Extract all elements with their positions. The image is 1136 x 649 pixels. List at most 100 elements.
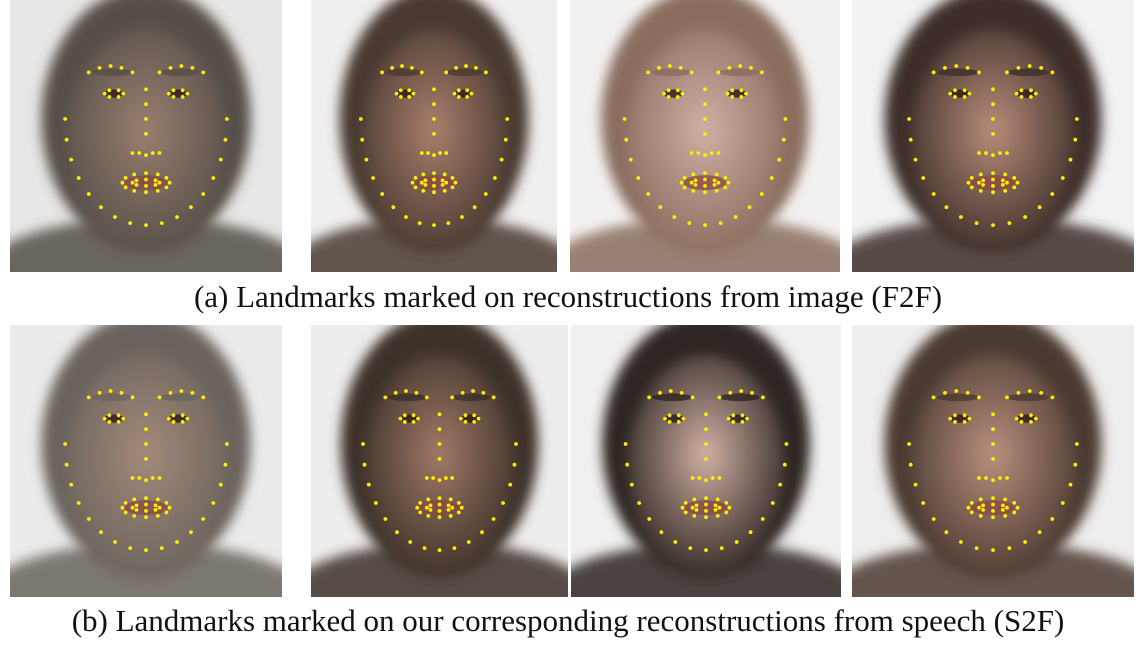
landmark-dot bbox=[1003, 189, 1008, 193]
landmark-dot bbox=[448, 497, 453, 502]
landmark-dot bbox=[64, 462, 69, 467]
landmark-dot bbox=[201, 70, 206, 75]
landmark-dot bbox=[402, 413, 407, 418]
landmark-dot bbox=[647, 517, 652, 521]
landmark-dot bbox=[1060, 501, 1065, 505]
landmark-dot bbox=[690, 505, 695, 510]
landmark-dot bbox=[86, 70, 91, 75]
face-reconstruction bbox=[10, 325, 282, 597]
landmark-dot bbox=[991, 184, 995, 188]
landmark-dot bbox=[931, 395, 936, 400]
landmark-dot bbox=[423, 183, 428, 187]
landmark-dot bbox=[1005, 505, 1009, 510]
landmark-dot bbox=[668, 389, 673, 393]
landmark-dot bbox=[432, 190, 436, 195]
landmark-dot bbox=[153, 178, 158, 183]
landmark-dot bbox=[984, 476, 988, 480]
landmark-dot bbox=[97, 391, 102, 395]
landmark-dot bbox=[690, 476, 695, 480]
landmark-dot bbox=[681, 416, 686, 421]
landmark-dot bbox=[704, 442, 708, 446]
landmark-dot bbox=[907, 117, 911, 121]
landmark-dot bbox=[410, 66, 414, 70]
landmark-dot bbox=[437, 427, 442, 432]
landmark-dot bbox=[407, 95, 412, 99]
landmark-dot bbox=[134, 183, 139, 187]
landmark-dot bbox=[123, 176, 128, 180]
landmark-dot bbox=[411, 91, 416, 96]
landmark-dot bbox=[978, 514, 983, 518]
landmark-dot bbox=[130, 505, 135, 510]
landmark-dot bbox=[437, 496, 442, 500]
landmark-dot bbox=[63, 117, 67, 121]
landmark-dot bbox=[977, 476, 981, 480]
landmark-dot bbox=[718, 221, 723, 226]
landmark-dot bbox=[512, 462, 517, 467]
landmark-dot bbox=[1012, 510, 1017, 515]
landmark-dot bbox=[418, 510, 423, 515]
landmark-dot bbox=[444, 151, 449, 155]
landmark-dot bbox=[629, 482, 634, 487]
landmark-dot bbox=[144, 223, 148, 228]
landmark-dot bbox=[1001, 178, 1005, 183]
landmark-dot bbox=[134, 503, 139, 508]
landmark-dot bbox=[716, 151, 721, 155]
landmark-dot bbox=[666, 88, 671, 93]
landmark-dot bbox=[225, 442, 229, 446]
landmark-dot bbox=[171, 88, 176, 93]
landmark-points bbox=[63, 64, 229, 228]
landmark-dot bbox=[64, 137, 69, 142]
landmark-dot bbox=[998, 476, 1002, 480]
landmark-dot bbox=[991, 427, 995, 432]
landmark-dot bbox=[716, 180, 721, 185]
landmark-dot bbox=[769, 176, 774, 180]
landmark-dot bbox=[361, 442, 365, 446]
landmark-dot bbox=[1012, 185, 1017, 190]
landmark-dot bbox=[931, 192, 936, 196]
landmark-dot bbox=[144, 515, 148, 520]
landmark-dot bbox=[697, 476, 702, 480]
landmark-dot bbox=[153, 508, 158, 512]
landmark-dot bbox=[432, 184, 436, 188]
landmark-points bbox=[361, 389, 518, 552]
landmark-dot bbox=[954, 64, 959, 68]
face-reconstruction bbox=[852, 325, 1134, 597]
landmark-dot bbox=[704, 427, 708, 432]
landmark-dot bbox=[1007, 221, 1012, 226]
landmark-dot bbox=[682, 176, 687, 180]
landmark-dot bbox=[991, 177, 995, 182]
landmark-dot bbox=[991, 153, 995, 158]
landmark-dot bbox=[180, 420, 185, 424]
landmark-dot bbox=[99, 205, 103, 210]
landmark-dot bbox=[480, 530, 484, 535]
landmark-dot bbox=[623, 442, 628, 446]
landmark-dot bbox=[1019, 413, 1024, 418]
landmark-dot bbox=[959, 540, 963, 544]
landmark-dot bbox=[1016, 391, 1021, 395]
landmark-dot bbox=[977, 180, 981, 185]
landmark-dot bbox=[418, 501, 423, 505]
landmark-dot bbox=[625, 462, 630, 467]
landmark-points bbox=[907, 64, 1079, 228]
face-reconstruction bbox=[852, 0, 1134, 272]
landmark-dot bbox=[411, 420, 416, 424]
landmark-dot bbox=[159, 221, 164, 226]
landmark-dot bbox=[759, 192, 764, 196]
landmark-dot bbox=[770, 501, 775, 505]
landmark-dot bbox=[144, 190, 148, 195]
landmark-dot bbox=[714, 172, 719, 177]
landmark-dot bbox=[1001, 503, 1005, 508]
landmark-dot bbox=[223, 137, 228, 142]
landmark-dot bbox=[713, 503, 718, 508]
landmark-dot bbox=[703, 102, 707, 107]
landmark-dot bbox=[667, 64, 672, 68]
landmark-dot bbox=[966, 505, 971, 510]
landmark-dot bbox=[132, 189, 137, 193]
landmark-dot bbox=[432, 117, 436, 121]
landmark-dot bbox=[419, 151, 424, 155]
landmark-dot bbox=[991, 502, 995, 507]
landmark-dot bbox=[953, 420, 957, 424]
landmark-dot bbox=[413, 185, 418, 190]
landmark-dot bbox=[1003, 497, 1008, 502]
landmark-dot bbox=[491, 395, 496, 400]
